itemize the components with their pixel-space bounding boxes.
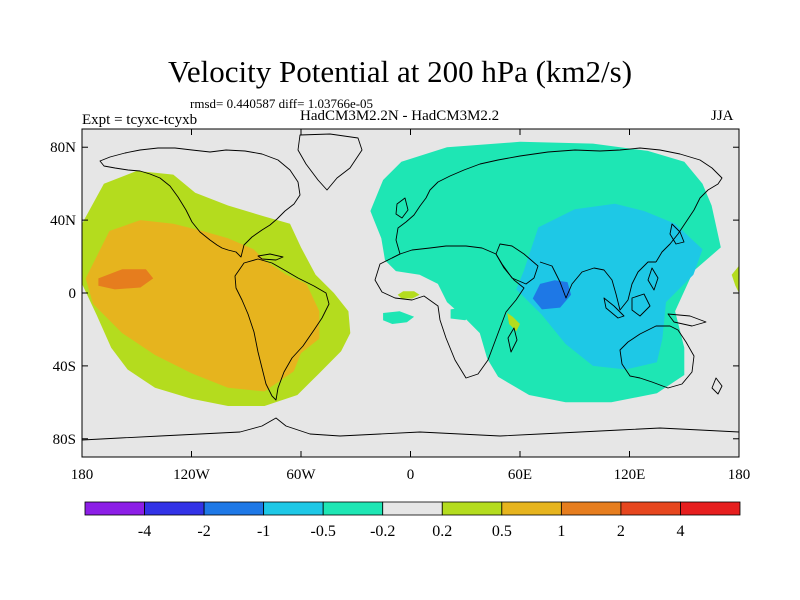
y-tick-label: 40S xyxy=(53,359,76,375)
contour-regions xyxy=(82,141,739,406)
coastline-new-guinea xyxy=(667,313,707,327)
coastline-australia xyxy=(619,325,695,389)
colorbar-swatch xyxy=(441,501,503,516)
colorbar-label: 4 xyxy=(676,523,684,540)
colorbar-swatch xyxy=(680,501,741,516)
coastline-new-zealand xyxy=(711,377,723,395)
x-tick-label: 180 xyxy=(71,467,94,483)
x-tick-label: 120E xyxy=(614,467,646,483)
colorbar-swatch xyxy=(263,501,324,516)
coastline-antarctica xyxy=(82,417,739,441)
y-tick-label: 80S xyxy=(53,432,76,448)
contour-region-east-africa-positive xyxy=(507,313,520,332)
coastline-north-america xyxy=(99,147,301,258)
colorbar-swatch xyxy=(501,501,562,516)
coastline-borneo xyxy=(631,293,651,317)
x-tick-label: 60W xyxy=(286,467,316,483)
coastline-africa xyxy=(374,245,525,379)
contour-region-angola-negative xyxy=(450,307,473,321)
coastline-southeast-asia xyxy=(593,261,656,311)
colorbar-swatch xyxy=(203,501,265,516)
coastline-arabia xyxy=(495,243,539,285)
colorbar-label: 2 xyxy=(617,523,625,540)
coastline-india xyxy=(539,261,595,299)
coastline-greenland xyxy=(297,133,363,191)
x-tick-label: 60E xyxy=(508,467,532,483)
season-label: JJA xyxy=(711,108,734,124)
colorbar-label: 1 xyxy=(557,523,565,540)
y-tick-label: 40N xyxy=(50,213,76,229)
contour-region-indian-asia-core xyxy=(516,203,703,370)
coastline-britain xyxy=(395,197,409,219)
x-tick-label: 0 xyxy=(407,467,415,483)
axis-ticks xyxy=(81,129,740,457)
colorbar-swatch xyxy=(144,501,205,516)
colorbar-swatch xyxy=(620,501,681,516)
coastline-sumatra xyxy=(603,297,625,319)
experiment-label: Expt = tcyxc-tcyxb xyxy=(82,112,198,128)
colorbar-label: -4 xyxy=(138,523,151,540)
y-tick-label: 80N xyxy=(50,140,76,156)
colorbar-label: -0.5 xyxy=(311,523,336,540)
colorbar-swatch xyxy=(84,501,145,516)
colorbar-label: 0.2 xyxy=(432,523,452,540)
x-tick-label: 180 xyxy=(728,467,751,483)
coastline-cuba xyxy=(257,253,284,261)
x-tick-label: 120W xyxy=(173,467,211,483)
chart-title: Velocity Potential at 200 hPa (km2/s) xyxy=(167,54,633,89)
coastline-japan xyxy=(669,223,685,245)
contour-region-pacific-americas-core xyxy=(85,220,320,392)
contour-region-west-africa-positive xyxy=(397,291,420,299)
coastline-philippines xyxy=(647,267,659,291)
coastline-south-america xyxy=(234,258,330,401)
rmsd-diff-stats: rmsd= 0.440587 diff= 1.03766e-05 xyxy=(190,96,374,111)
colorbar-label: -0.2 xyxy=(370,523,395,540)
colorbar-swatch xyxy=(560,501,622,516)
colorbar-label: -2 xyxy=(197,523,210,540)
y-tick-label: 0 xyxy=(69,286,77,302)
axis-tick-labels: 180 120W 60W 0 60E 120E 180 80N 40N 0 40S 80S xyxy=(50,140,750,483)
coastlines xyxy=(82,133,739,441)
contour-region-dateline-positive xyxy=(731,265,739,293)
contour-region-south-atlantic-negative xyxy=(383,311,415,324)
contour-region-bay-of-bengal-min xyxy=(532,280,572,310)
colorbar: -4 -2 -1 -0.5 -0.2 0.2 0.5 1 2 4 xyxy=(84,501,741,540)
colorbar-label: 0.5 xyxy=(492,523,512,540)
colorbar-label: -1 xyxy=(257,523,270,540)
colorbar-swatch xyxy=(382,501,443,516)
model-comparison-label: HadCM3M2.2N - HadCM3M2.2 xyxy=(300,108,500,124)
contour-region-central-pacific-max xyxy=(98,269,154,290)
coastline-madagascar xyxy=(507,327,518,353)
colorbar-swatch xyxy=(322,501,384,516)
coastline-europe xyxy=(391,147,723,263)
